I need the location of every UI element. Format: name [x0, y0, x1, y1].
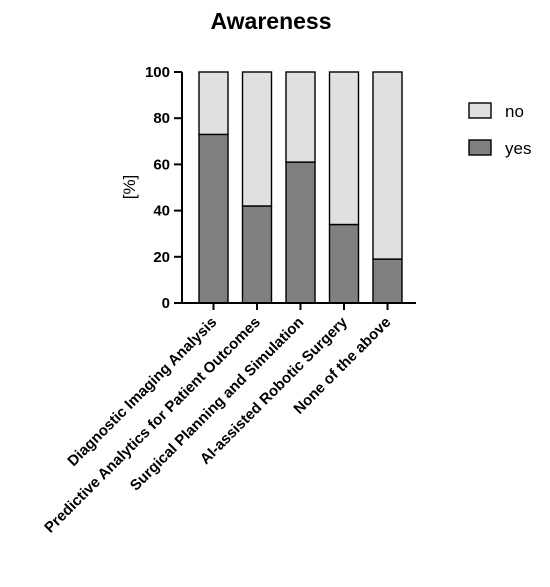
bar-no-1 — [198, 71, 229, 136]
bar-yes-4 — [328, 223, 360, 304]
bar-no-3 — [285, 71, 316, 163]
axes-layer — [181, 72, 416, 304]
x-category-label: Surgical Planning and Simulation — [127, 314, 308, 495]
bars-layer — [198, 71, 403, 304]
y-tick-label: 0 — [162, 295, 170, 312]
bar-yes-2 — [241, 205, 273, 304]
y-tick-label: 80 — [153, 110, 170, 127]
bar-no-5 — [372, 71, 403, 260]
legend-swatch-no — [468, 102, 492, 119]
bar-yes-1 — [198, 133, 229, 304]
bar-yes-5 — [372, 258, 403, 304]
bar-yes-3 — [285, 161, 316, 304]
y-ticks-layer: 0 20 40 60 80 100 — [145, 64, 182, 312]
bar-no-2 — [241, 71, 273, 207]
legend-label-yes: yes — [505, 139, 531, 158]
y-tick-label: 100 — [145, 64, 170, 81]
y-tick-label: 60 — [153, 156, 170, 173]
y-tick-label: 20 — [153, 249, 170, 266]
legend-swatch-yes — [468, 139, 492, 156]
y-tick-label: 40 — [153, 203, 170, 220]
y-axis-label: [%] — [120, 175, 139, 200]
legend: no yes — [468, 102, 531, 158]
chart-title: Awareness — [210, 8, 331, 34]
bar-no-4 — [328, 71, 360, 226]
legend-label-no: no — [505, 102, 524, 121]
